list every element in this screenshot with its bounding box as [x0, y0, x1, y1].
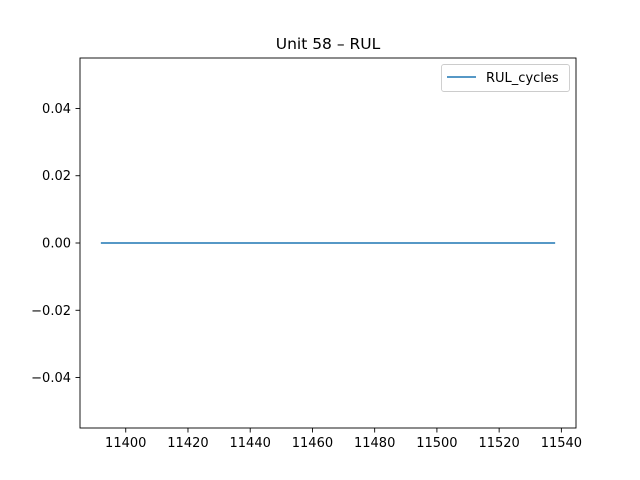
- x-tick-label: 11480: [354, 436, 395, 451]
- y-axis: −0.04 −0.02 0.00 0.02 0.04: [31, 102, 80, 386]
- y-tick-label: −0.02: [31, 304, 71, 319]
- x-tick-label: 11420: [167, 436, 208, 451]
- y-tick-label: 0.00: [42, 237, 71, 252]
- x-tick-label: 11520: [478, 436, 519, 451]
- chart-title: Unit 58 – RUL: [276, 35, 381, 53]
- x-tick-label: 11400: [105, 436, 146, 451]
- x-tick-label: 11440: [230, 436, 271, 451]
- plot-frame: [79, 57, 577, 429]
- x-axis: 11400 11420 11440 11460 11480 11500 11520 11540: [105, 428, 582, 451]
- y-tick-label: 0.04: [42, 102, 71, 117]
- x-tick-label: 11540: [541, 436, 582, 451]
- legend: RUL_cycles: [441, 64, 570, 92]
- legend-box: [441, 64, 570, 92]
- y-tick-label: 0.02: [42, 169, 71, 184]
- x-tick-label: 11460: [292, 436, 333, 451]
- legend-label-rul-cycles: RUL_cycles: [486, 71, 559, 86]
- y-tick-label: −0.04: [31, 371, 71, 386]
- x-tick-label: 11500: [416, 436, 457, 451]
